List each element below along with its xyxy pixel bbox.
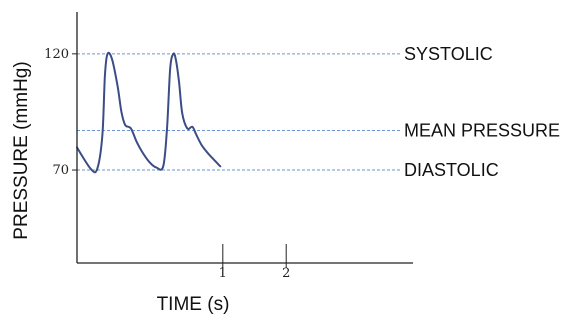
- reference-label: MEAN PRESSURE: [404, 121, 560, 141]
- reference-label: DIASTOLIC: [404, 160, 499, 180]
- x-tick-label: 1: [219, 266, 227, 281]
- y-tick-label: 120: [44, 47, 69, 62]
- ticks: 120 70 1 2: [44, 47, 290, 281]
- y-axis-title: PRESSURE (mmHg): [11, 61, 32, 239]
- series-layer: [76, 51, 222, 174]
- y-tick-label: 70: [52, 163, 69, 178]
- reference-label: SYSTOLIC: [404, 44, 493, 64]
- x-axis-title: TIME (s): [157, 294, 230, 315]
- reference-labels: SYSTOLIC MEAN PRESSURE DIASTOLIC: [404, 44, 560, 180]
- reference-lines: [77, 53, 400, 171]
- pressure-curve: [76, 51, 222, 174]
- x-tick-label: 2: [282, 266, 290, 281]
